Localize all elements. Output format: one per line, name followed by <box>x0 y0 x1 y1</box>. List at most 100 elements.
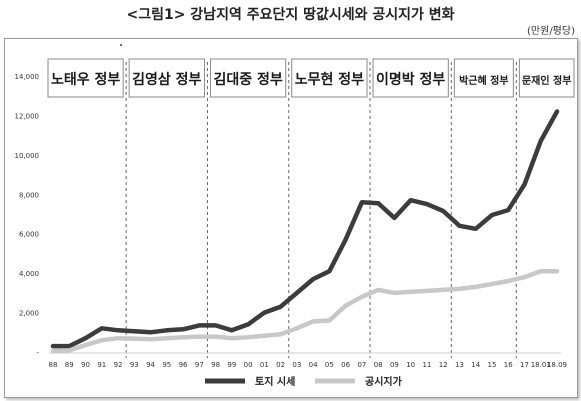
x-tick-label: 91 <box>97 361 106 369</box>
data-point <box>539 139 543 143</box>
data-point <box>148 337 153 341</box>
legend-label: 공시지가 <box>365 375 403 388</box>
data-point <box>148 330 153 334</box>
data-point <box>181 327 185 331</box>
era-box <box>291 58 368 98</box>
era-box <box>518 58 575 98</box>
data-point <box>425 289 429 293</box>
x-tick-label: 14 <box>471 361 480 369</box>
x-tick-label: 12 <box>439 361 448 369</box>
data-point <box>441 288 445 292</box>
data-point <box>262 334 266 338</box>
data-point <box>409 290 413 294</box>
data-point <box>490 213 494 217</box>
data-point <box>409 198 413 202</box>
era-box <box>47 58 124 98</box>
data-point <box>181 335 185 339</box>
x-tick-label: 96 <box>179 361 188 369</box>
data-point <box>246 335 250 339</box>
y-tick-label: 2,000 <box>19 310 39 318</box>
x-tick-label: 07 <box>357 361 366 369</box>
data-point <box>522 182 527 187</box>
era-label: 김영삼 정부 <box>132 71 201 88</box>
data-point <box>311 319 315 324</box>
y-tick-label: 12,000 <box>15 112 40 120</box>
era-label: 김대중 정부 <box>213 71 282 88</box>
era-box <box>128 58 205 98</box>
x-tick-label: 02 <box>276 361 285 369</box>
data-point <box>165 336 169 340</box>
y-tick-label: 14,000 <box>15 73 40 81</box>
x-tick-label: 09 <box>390 361 399 369</box>
era-box <box>209 58 287 98</box>
data-point <box>360 295 364 299</box>
chart-frame <box>4 38 578 398</box>
unit-label: (만원/평당) <box>527 26 575 37</box>
data-point <box>506 208 510 212</box>
data-point <box>246 322 250 326</box>
chart-title: <그림1> 강남지역 주요단지 땅값시세와 공시지가 변화 <box>126 7 455 23</box>
data-point <box>474 285 478 289</box>
era-label: 노무현 정부 <box>295 71 364 88</box>
x-tick-label: 01 <box>260 361 269 369</box>
data-point <box>100 326 104 330</box>
data-point <box>230 336 234 340</box>
x-tick-label: 13 <box>455 361 464 369</box>
legend-label: 토지 시세 <box>255 375 295 388</box>
x-tick-label: 18.09 <box>547 361 567 369</box>
x-tick-label: 95 <box>162 361 171 369</box>
data-point <box>425 202 429 206</box>
data-point <box>67 348 71 353</box>
x-tick-label: 18.01 <box>531 361 551 369</box>
data-point <box>213 323 218 327</box>
data-point <box>83 336 88 340</box>
axis-layer: - 2,000 4,000 6,000 8,000 10,000 12,000 14,000 8… <box>15 44 567 369</box>
x-tick-label: 93 <box>130 361 139 369</box>
series-line-0 <box>50 109 560 349</box>
data-point <box>311 277 315 281</box>
data-point <box>344 304 348 308</box>
data-point <box>279 305 283 309</box>
data-point <box>67 344 71 348</box>
data-point <box>490 282 494 286</box>
y-tick-label: 8,000 <box>19 191 39 199</box>
data-point <box>360 200 364 204</box>
data-point <box>132 336 136 341</box>
x-tick-label: 15 <box>488 361 497 369</box>
data-point <box>213 335 218 339</box>
data-point <box>457 224 462 228</box>
data-point <box>457 287 462 291</box>
x-tick-label: 06 <box>341 361 350 369</box>
era-label: 노태우 정부 <box>51 71 120 88</box>
data-point <box>376 288 380 292</box>
data-point <box>555 109 559 114</box>
data-point <box>441 209 445 213</box>
x-tick-label: 98 <box>211 361 220 369</box>
era-box <box>372 58 449 98</box>
data-point <box>197 335 201 339</box>
x-tick-label: 08 <box>374 361 383 369</box>
data-point <box>295 291 299 295</box>
series-layer <box>50 109 560 354</box>
data-point <box>83 343 88 347</box>
x-tick-label: 10 <box>406 361 415 369</box>
y-tick-label: 10,000 <box>15 152 40 160</box>
data-point <box>539 269 543 273</box>
y-tick-label: 6,000 <box>19 231 39 239</box>
data-point <box>376 201 380 205</box>
data-point <box>506 279 510 283</box>
x-tick-label: 03 <box>292 361 301 369</box>
data-point <box>100 338 104 342</box>
era-box <box>453 58 514 98</box>
x-tick-label: 16 <box>504 361 513 369</box>
x-tick-label: 05 <box>325 361 334 369</box>
x-tick-label: 17 <box>520 361 529 369</box>
era-label: 박근혜 정부 <box>459 74 508 87</box>
data-point <box>392 216 397 220</box>
data-point <box>392 291 397 295</box>
data-point <box>555 269 559 273</box>
x-tick-label: 97 <box>195 361 204 369</box>
data-point <box>474 227 478 231</box>
data-point <box>327 318 331 323</box>
